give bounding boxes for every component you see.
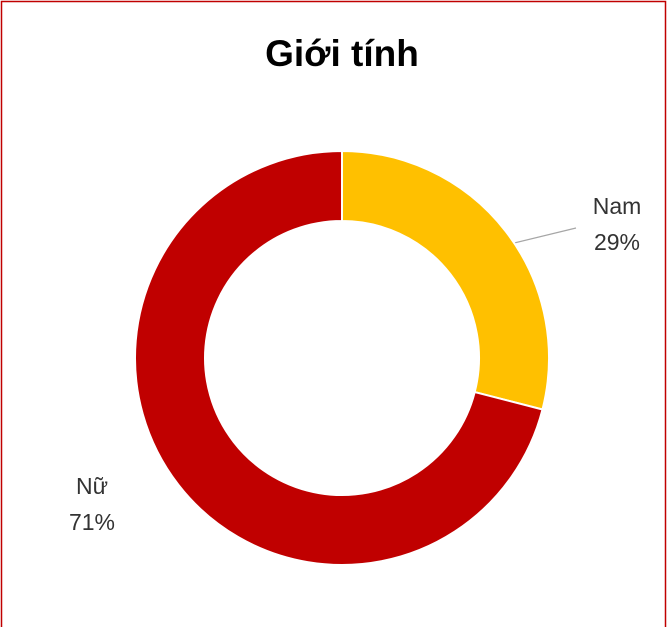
- slice-label-value: 29%: [594, 229, 640, 255]
- slice-label-value: 71%: [69, 509, 115, 535]
- chart-title: Giới tính: [265, 33, 419, 74]
- donut-slice: [134, 149, 544, 566]
- donut-slice: [341, 149, 550, 411]
- slice-label-name: Nữ: [76, 473, 108, 499]
- slice-label-name: Nam: [593, 193, 642, 219]
